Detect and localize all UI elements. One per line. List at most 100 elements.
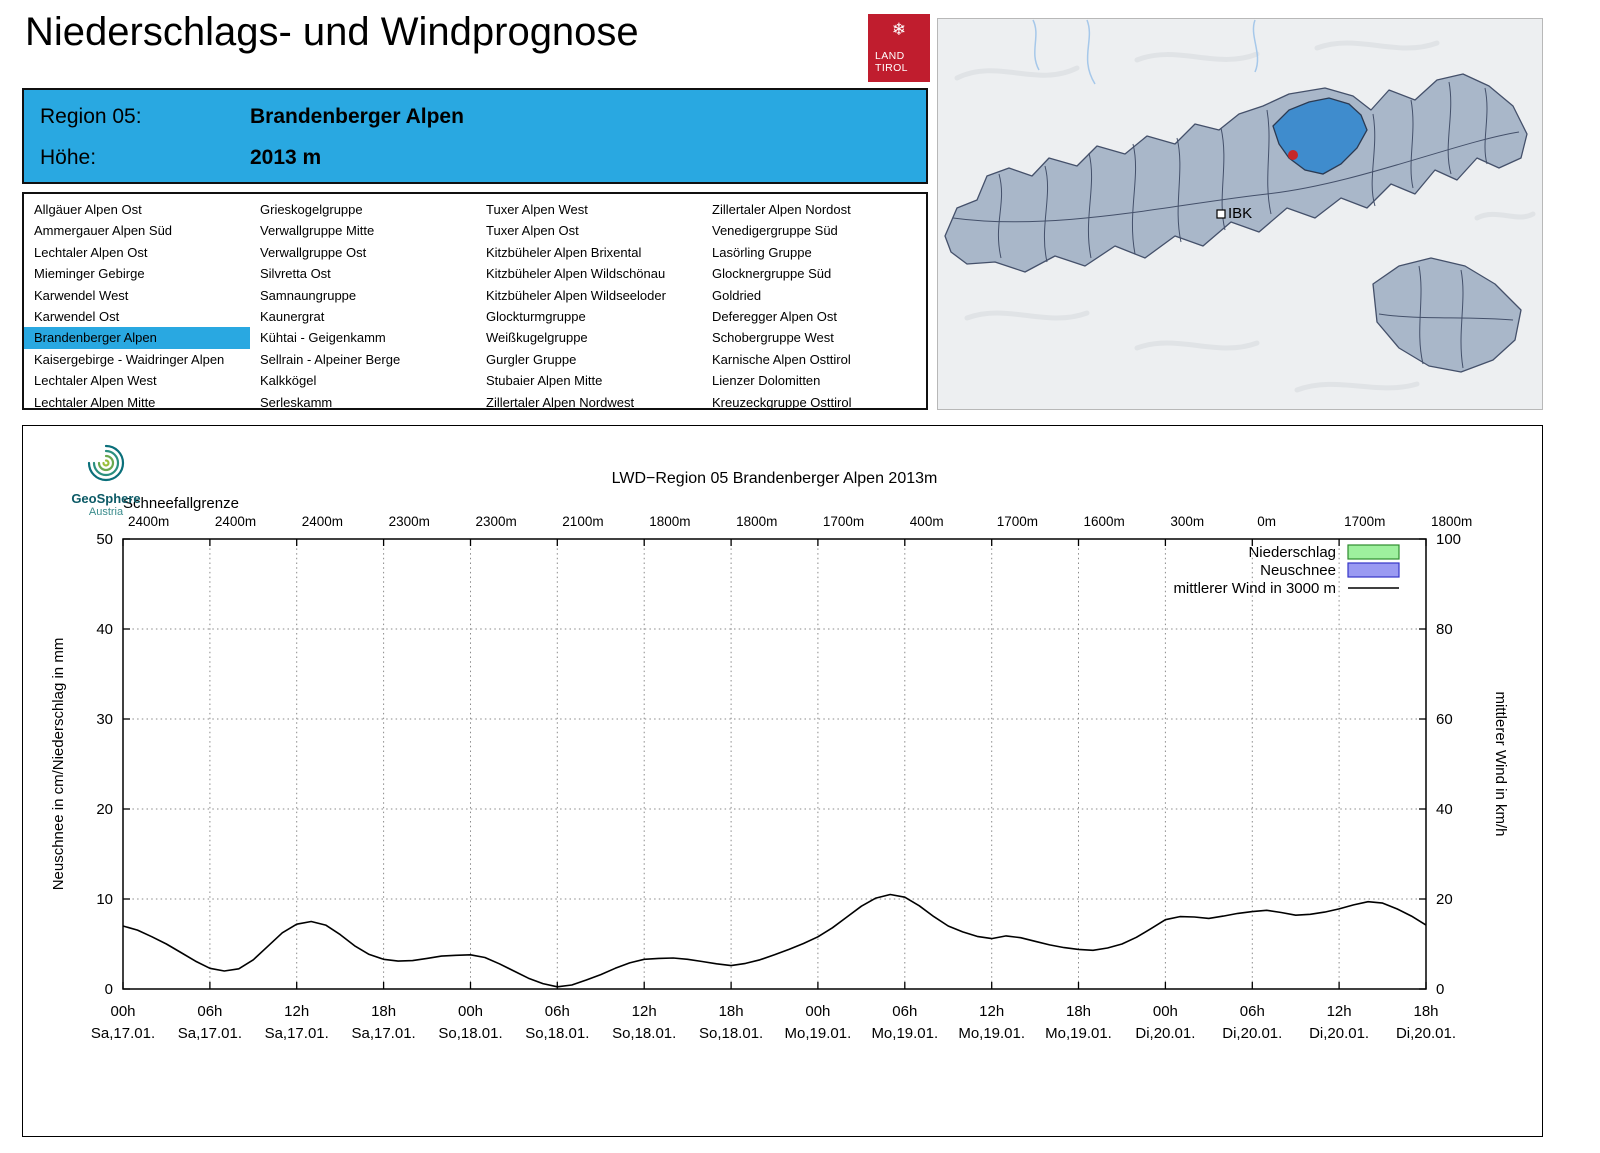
region-list-item[interactable]: Kitzbüheler Alpen Brixental (486, 244, 642, 260)
svg-text:Sa,17.01.: Sa,17.01. (91, 1025, 155, 1042)
svg-text:40: 40 (96, 621, 113, 638)
svg-text:12h: 12h (284, 1003, 309, 1020)
region-list-item[interactable]: Lechtaler Alpen Mitte (34, 394, 156, 410)
region-list-item[interactable]: Stubaier Alpen Mitte (486, 373, 603, 389)
region-list-column-4: Zillertaler Alpen Nordost Venedigergruppe… (702, 199, 926, 413)
svg-text:2400m: 2400m (128, 514, 169, 529)
svg-text:00h: 00h (805, 1003, 830, 1020)
region-list-item[interactable]: Mieminger Gebirge (34, 266, 145, 282)
svg-text:100: 100 (1436, 531, 1461, 548)
svg-text:So,18.01.: So,18.01. (438, 1025, 502, 1042)
region-list-item[interactable]: Verwallgruppe Ost (260, 244, 367, 260)
region-list-item[interactable]: Schobergruppe West (712, 330, 834, 346)
svg-text:Sa,17.01.: Sa,17.01. (351, 1025, 415, 1042)
tirol-map-svg: IBK (937, 18, 1543, 410)
region-list-item[interactable]: Glockturmgruppe (486, 308, 586, 324)
geosphere-logo: GeoSphere Austria (51, 442, 161, 518)
svg-text:40: 40 (1436, 801, 1453, 818)
region-list-item[interactable]: Kalkkögel (260, 373, 317, 389)
forecast-chart: 0 10 20 30 40 50 0 20 40 60 80 100 00h 06h 12h 18h 00h 06… (50, 470, 1509, 1042)
svg-text:So,18.01.: So,18.01. (612, 1025, 676, 1042)
svg-text:06h: 06h (197, 1003, 222, 1020)
svg-text:1800m: 1800m (1431, 514, 1472, 529)
svg-text:20: 20 (1436, 891, 1453, 908)
region-list-item[interactable]: Zillertaler Alpen Nordost (712, 202, 851, 217)
svg-text:18h: 18h (1413, 1003, 1438, 1020)
svg-text:80: 80 (1436, 621, 1453, 638)
svg-text:mittlerer Wind in km/h: mittlerer Wind in km/h (1492, 691, 1509, 836)
region-list-item[interactable]: Kaisergebirge - Waidringer Alpen (34, 351, 225, 367)
svg-text:So,18.01.: So,18.01. (699, 1025, 763, 1042)
location-marker (1288, 150, 1298, 160)
svg-text:300m: 300m (1170, 514, 1204, 529)
region-list-item[interactable]: Sellrain - Alpeiner Berge (260, 351, 401, 367)
region-list-column-2: Grieskogelgruppe Verwallgruppe Mitte Verwa… (250, 199, 476, 413)
ibk-label: IBK (1228, 205, 1252, 222)
region-list-item[interactable]: Tuxer Alpen West (486, 202, 588, 217)
region-list-item[interactable]: Lechtaler Alpen West (34, 373, 157, 389)
region-list-item[interactable]: Glocknergruppe Süd (712, 266, 832, 282)
region-list-item[interactable]: Venedigergruppe Süd (712, 223, 838, 239)
region-list-item[interactable]: Weißkugelgruppe (486, 330, 588, 346)
region-list-item[interactable]: Karwendel Ost (34, 308, 120, 324)
region-list-item[interactable]: Deferegger Alpen Ost (712, 308, 838, 324)
svg-text:So,18.01.: So,18.01. (525, 1025, 589, 1042)
region-list-column-1: Allgäuer Alpen Ost Ammergauer Alpen Süd Le… (24, 199, 250, 413)
svg-text:Sa,17.01.: Sa,17.01. (178, 1025, 242, 1042)
region-list-item[interactable]: Silvretta Ost (260, 266, 331, 282)
svg-text:18h: 18h (719, 1003, 744, 1020)
svg-text:0: 0 (105, 981, 113, 998)
region-list-item[interactable]: Samnaungruppe (260, 287, 357, 303)
svg-text:Neuschnee in cm/Niederschlag i: Neuschnee in cm/Niederschlag in mm (50, 638, 67, 891)
svg-text:Schneefallgrenze: Schneefallgrenze (123, 495, 239, 512)
region-list-item[interactable]: Verwallgruppe Mitte (260, 223, 375, 239)
svg-text:Di,20.01.: Di,20.01. (1309, 1025, 1369, 1042)
region-list-item[interactable]: Karnische Alpen Osttirol (712, 351, 851, 367)
svg-text:2300m: 2300m (389, 514, 430, 529)
region-list-item[interactable]: Kitzbüheler Alpen Wildseeloder (486, 287, 666, 303)
logo-line1: LAND (875, 49, 905, 62)
svg-text:18h: 18h (371, 1003, 396, 1020)
svg-text:0: 0 (1436, 981, 1444, 998)
region-list-item[interactable]: Karwendel West (34, 287, 129, 303)
tirol-map[interactable]: IBK (937, 18, 1543, 410)
svg-text:mittlerer Wind in 3000 m: mittlerer Wind in 3000 m (1173, 580, 1336, 597)
region-list-item[interactable]: Allgäuer Alpen Ost (34, 202, 142, 217)
region-list-item[interactable]: Lechtaler Alpen Ost (34, 244, 148, 260)
svg-text:2100m: 2100m (562, 514, 603, 529)
region-list-item[interactable]: Kaunergrat (260, 308, 325, 324)
region-list-item[interactable]: Kitzbüheler Alpen Wildschönau (486, 266, 666, 282)
region-list-item[interactable]: Ammergauer Alpen Süd (34, 223, 173, 239)
region-list-item[interactable]: Lasörling Gruppe (712, 244, 812, 260)
svg-text:Mo,19.01.: Mo,19.01. (871, 1025, 938, 1042)
svg-text:1800m: 1800m (736, 514, 777, 529)
region-value: Brandenberger Alpen (250, 104, 464, 128)
land-tirol-logo-text: LAND TIROL (868, 50, 930, 82)
terrain-texture (954, 40, 1536, 393)
wind-line (122, 893, 1427, 988)
region-list-item[interactable]: Goldried (712, 287, 762, 303)
map-region-east-tirol[interactable] (1372, 257, 1522, 373)
svg-text:Neuschnee: Neuschnee (1260, 562, 1336, 579)
region-list-item[interactable]: Gurgler Gruppe (486, 351, 577, 367)
svg-text:1700m: 1700m (1344, 514, 1385, 529)
region-list-item[interactable]: Lienzer Dolomitten (712, 373, 821, 389)
svg-text:LWD−Region 05 Brandenberger Al: LWD−Region 05 Brandenberger Alpen 2013m (612, 470, 938, 487)
region-list-item[interactable]: Kühtai - Geigenkamm (260, 330, 386, 346)
svg-text:400m: 400m (910, 514, 944, 529)
svg-text:00h: 00h (458, 1003, 483, 1020)
svg-text:Sa,17.01.: Sa,17.01. (265, 1025, 329, 1042)
region-label: Region 05: (40, 104, 142, 128)
region-list-item[interactable]: Kreuzeckgruppe Osttirol (712, 394, 852, 410)
region-list-item[interactable]: Zillertaler Alpen Nordwest (486, 394, 635, 410)
forecast-panel: GeoSphere Austria 0 10 20 30 40 50 0 20 40 60 80 10… (22, 425, 1543, 1137)
svg-text:06h: 06h (892, 1003, 917, 1020)
region-list-item[interactable]: Grieskogelgruppe (260, 202, 363, 217)
geosphere-sub: Austria (88, 506, 124, 518)
region-list-item[interactable]: Serleskamm (260, 394, 333, 410)
map-region-north-tirol[interactable] (944, 73, 1528, 273)
altitude-label: Höhe: (40, 145, 97, 169)
svg-text:1700m: 1700m (997, 514, 1038, 529)
region-list-item[interactable]: Tuxer Alpen Ost (486, 223, 579, 239)
region-list-item-selected[interactable]: Brandenberger Alpen (24, 327, 250, 349)
